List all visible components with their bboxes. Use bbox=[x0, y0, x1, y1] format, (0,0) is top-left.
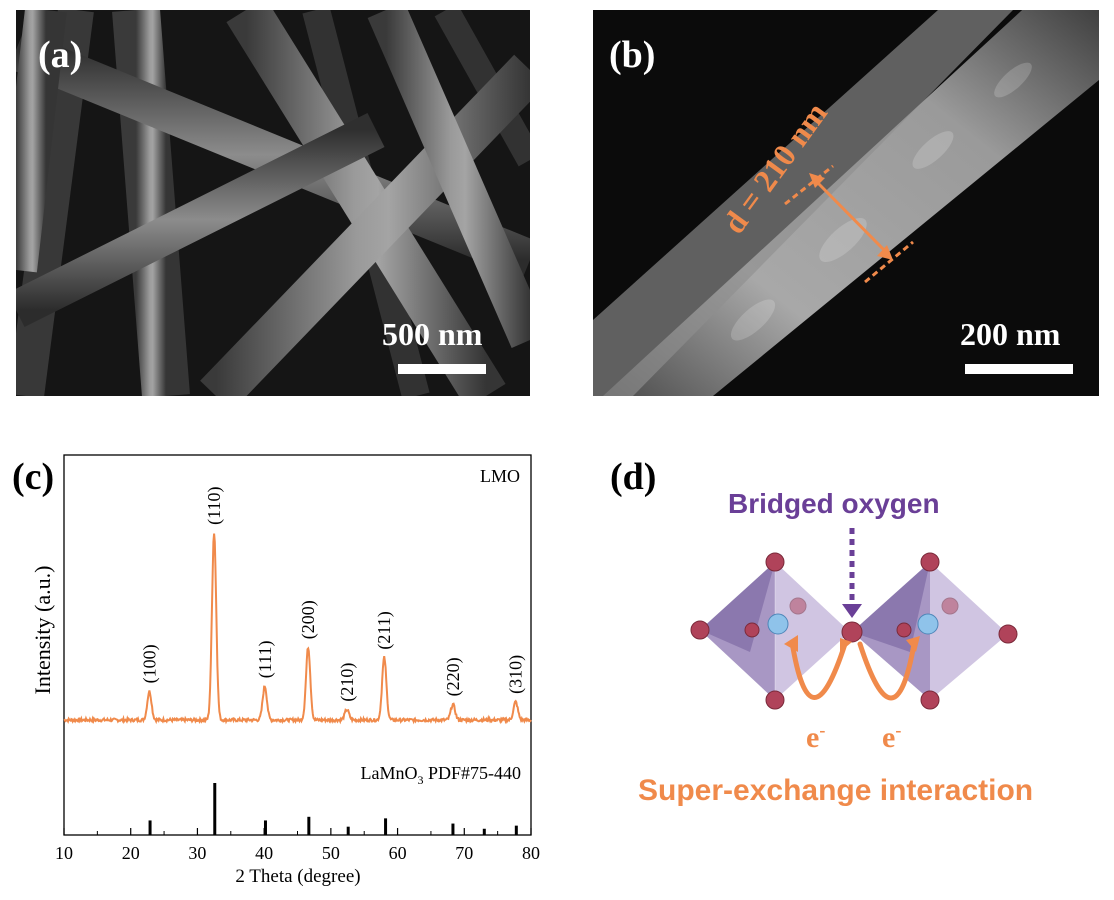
x-tick-label: 60 bbox=[389, 843, 407, 863]
electron-label-right: e- bbox=[882, 720, 902, 754]
single-nanofiber-b bbox=[593, 10, 1099, 396]
scale-bar-label-b: 200 nm bbox=[960, 316, 1061, 352]
oxygen-ions bbox=[690, 552, 1018, 710]
panel-label-b: (b) bbox=[609, 34, 656, 76]
x-tick-label: 30 bbox=[188, 843, 206, 863]
series-label-lmo: LMO bbox=[480, 466, 520, 486]
hkl-label: (310) bbox=[506, 655, 527, 694]
hkl-label: (210) bbox=[337, 663, 358, 702]
hkl-label: (220) bbox=[443, 657, 464, 696]
manganese-ions bbox=[767, 613, 939, 635]
hkl-label: (200) bbox=[298, 600, 319, 639]
x-axis-label: 2 Theta (degree) bbox=[235, 866, 360, 887]
xrd-chart: 10 20 30 40 50 60 70 80 (100) (110) (111) (200) (21… bbox=[30, 454, 540, 887]
sem-image-a: (a) 500 nm bbox=[16, 10, 530, 396]
series-line-lmo bbox=[63, 533, 532, 725]
x-tick-label: 40 bbox=[255, 843, 273, 863]
electron-hopping-arrows bbox=[789, 639, 917, 701]
super-exchange-diagram bbox=[690, 528, 1018, 710]
super-exchange-caption: Super-exchange interaction bbox=[638, 774, 1034, 807]
hkl-label: (211) bbox=[374, 611, 395, 649]
scale-bar-a bbox=[398, 364, 486, 374]
panel-label-a: (a) bbox=[38, 34, 83, 76]
x-tick-label: 70 bbox=[455, 843, 473, 863]
electron-label-left: e- bbox=[806, 720, 826, 754]
scale-bar-b bbox=[965, 364, 1073, 374]
panel-label-c: (c) bbox=[12, 456, 55, 498]
x-tick-label: 20 bbox=[122, 843, 140, 863]
hkl-label: (111) bbox=[255, 641, 276, 679]
diameter-measure bbox=[784, 164, 914, 284]
reference-label: LaMnO3 PDF#75-440 bbox=[360, 763, 521, 787]
bridged-oxygen-label: Bridged oxygen bbox=[728, 488, 940, 519]
x-tick-label: 50 bbox=[322, 843, 340, 863]
scale-bar-label-a: 500 nm bbox=[382, 316, 483, 352]
x-tick-label: 80 bbox=[522, 843, 540, 863]
hkl-label: (100) bbox=[139, 644, 160, 683]
y-axis-label: Intensity (a.u.) bbox=[30, 566, 55, 695]
x-tick-label: 10 bbox=[55, 843, 73, 863]
hkl-label: (110) bbox=[204, 486, 225, 524]
nanofiber-texture-a bbox=[16, 10, 530, 396]
sem-image-b: (b) d = 210 nm 200 nm bbox=[593, 10, 1099, 396]
panel-label-d: (d) bbox=[610, 456, 657, 498]
